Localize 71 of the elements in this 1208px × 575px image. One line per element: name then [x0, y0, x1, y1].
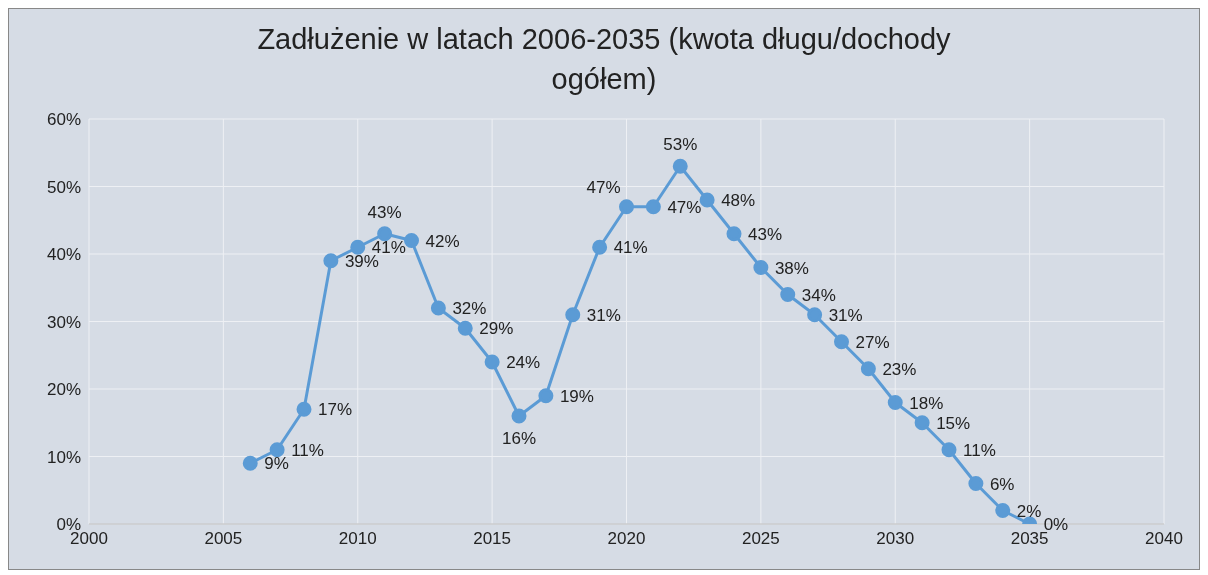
point [726, 226, 742, 242]
data-label: 29% [479, 319, 514, 339]
point [377, 226, 393, 242]
y-tick-label: 40% [46, 245, 81, 265]
point [619, 199, 634, 215]
data-label: 16% [501, 429, 537, 448]
y-tick-label: 50% [46, 177, 81, 197]
data-label: 2% [1016, 501, 1042, 521]
point [860, 361, 876, 377]
x-tick-label: 2010 [338, 529, 377, 549]
x-tick-label: 2040 [1145, 529, 1183, 549]
point [430, 300, 446, 316]
point [296, 401, 312, 417]
y-tick-label: 10% [46, 447, 81, 467]
point [511, 408, 527, 424]
point [592, 239, 608, 255]
point [565, 307, 581, 323]
data-label: 24% [506, 353, 541, 372]
data-label: 18% [909, 393, 944, 413]
point [484, 354, 500, 370]
point [968, 476, 984, 491]
data-label: 11% [963, 440, 996, 460]
point [995, 503, 1011, 518]
data-label: 47% [586, 177, 621, 197]
data-label: 48% [721, 191, 756, 210]
data-label: 47% [667, 197, 702, 217]
data-label: 31% [828, 305, 863, 325]
point [457, 320, 473, 336]
data-label: 19% [559, 386, 594, 406]
data-label: 38% [774, 258, 809, 278]
point [753, 260, 769, 275]
chart-title: Zadłużenie w latach 2006-2035 (kwota długu/dochody ogółem) [256, 22, 952, 97]
data-label: 43% [367, 202, 402, 222]
data-label: 9% [264, 454, 289, 474]
data-label: 17% [318, 400, 353, 420]
point [269, 442, 285, 458]
point [672, 158, 688, 174]
data-label: 41% [613, 238, 648, 258]
x-tick-label: 2035 [1010, 529, 1049, 549]
x-tick-label: 2025 [741, 529, 780, 549]
y-tick-label: 20% [46, 380, 81, 400]
point [807, 307, 823, 323]
point [699, 192, 715, 208]
x-tick-label: 2020 [607, 529, 646, 549]
point [834, 334, 849, 350]
data-label: 32% [452, 299, 487, 318]
point [780, 287, 796, 302]
data-label: 15% [936, 413, 971, 433]
x-tick-label: 2015 [473, 529, 512, 549]
point [941, 442, 957, 458]
point [645, 199, 661, 215]
point [242, 455, 258, 471]
data-label: 53% [663, 135, 698, 155]
y-tick-label: 60% [46, 110, 81, 130]
point [323, 253, 339, 269]
point [350, 239, 366, 255]
data-label: 31% [586, 305, 621, 325]
y-tick-label: 30% [46, 312, 81, 332]
data-label: 27% [855, 332, 890, 352]
data-label: 11% [291, 440, 324, 460]
point [404, 233, 419, 248]
point [538, 388, 554, 404]
x-tick-label: 2005 [204, 529, 243, 549]
point [914, 415, 930, 431]
data-label: 23% [882, 359, 917, 379]
data-label: 43% [748, 224, 783, 244]
data-label: 6% [989, 474, 1015, 494]
data-label: 42% [425, 231, 460, 251]
x-tick-label: 2030 [876, 529, 915, 549]
data-label: 34% [801, 285, 836, 305]
point [887, 395, 903, 410]
